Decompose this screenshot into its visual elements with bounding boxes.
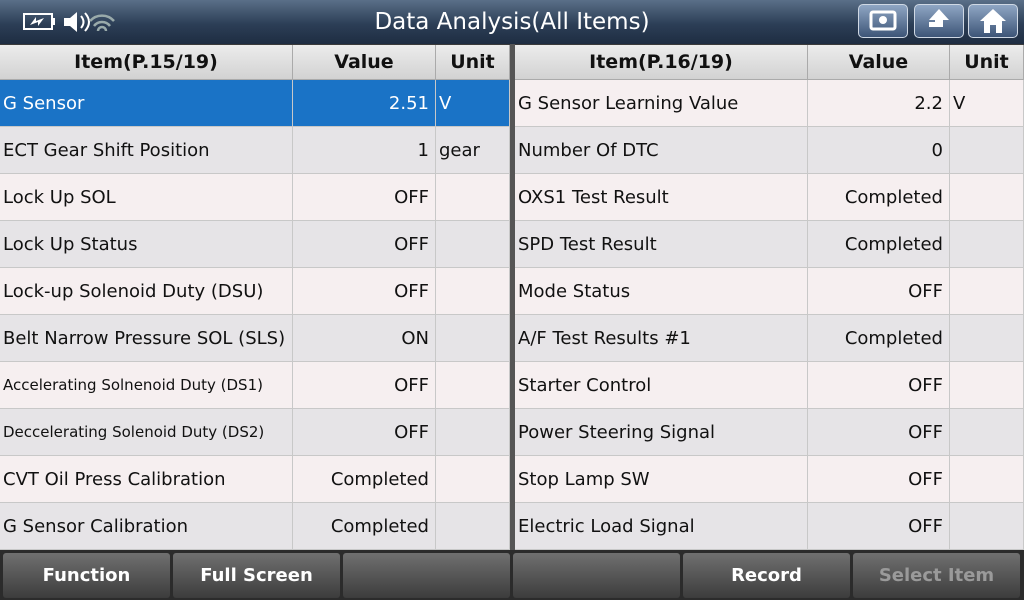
item-cell[interactable]: Starter Control: [515, 362, 808, 409]
value-cell: OFF: [293, 362, 436, 409]
item-cell[interactable]: Electric Load Signal: [515, 503, 808, 550]
back-icon: [929, 9, 949, 27]
value-cell: OFF: [293, 221, 436, 268]
unit-cell: [950, 221, 1024, 268]
unit-cell: [436, 315, 510, 362]
column-header: Value: [293, 45, 436, 80]
value-cell: 1: [293, 127, 436, 174]
unit-cell: [436, 503, 510, 550]
unit-cell: [950, 409, 1024, 456]
unit-cell: [436, 456, 510, 503]
item-cell[interactable]: A/F Test Results #1: [515, 315, 808, 362]
unit-cell: [950, 127, 1024, 174]
item-cell[interactable]: G Sensor Learning Value: [515, 80, 808, 127]
value-cell: Completed: [293, 456, 436, 503]
screenshot-icon: [869, 10, 897, 31]
value-cell: 2.2: [808, 80, 950, 127]
back-button[interactable]: [914, 4, 964, 38]
unit-cell: V: [436, 80, 510, 127]
item-cell[interactable]: G Sensor Calibration: [0, 503, 293, 550]
unit-cell: V: [950, 80, 1024, 127]
unit-cell: [950, 315, 1024, 362]
item-cell[interactable]: G Sensor: [0, 80, 293, 127]
value-cell: OFF: [293, 174, 436, 221]
column-header: Unit: [950, 45, 1024, 80]
value-cell: Completed: [293, 503, 436, 550]
unit-cell: [436, 362, 510, 409]
select-item-button: Select Item: [853, 553, 1020, 598]
item-cell[interactable]: Accelerating Solnenoid Duty (DS1): [0, 362, 293, 409]
home-button[interactable]: [968, 4, 1018, 38]
screenshot-button[interactable]: [858, 4, 908, 38]
status-icons: [23, 12, 115, 32]
unit-cell: [950, 174, 1024, 221]
function-button[interactable]: Function: [3, 553, 170, 598]
value-cell: OFF: [808, 409, 950, 456]
column-header: Item(P.15/19): [0, 45, 293, 80]
item-cell[interactable]: Mode Status: [515, 268, 808, 315]
value-cell: Completed: [808, 315, 950, 362]
item-cell[interactable]: Deccelerating Solenoid Duty (DS2): [0, 409, 293, 456]
unit-cell: [950, 268, 1024, 315]
value-cell: OFF: [808, 456, 950, 503]
unit-cell: [436, 268, 510, 315]
item-cell[interactable]: Lock Up Status: [0, 221, 293, 268]
item-cell[interactable]: Belt Narrow Pressure SOL (SLS): [0, 315, 293, 362]
unit-cell: [436, 221, 510, 268]
empty-button[interactable]: [343, 553, 510, 598]
unit-cell: [436, 174, 510, 221]
item-cell[interactable]: SPD Test Result: [515, 221, 808, 268]
item-cell[interactable]: Number Of DTC: [515, 127, 808, 174]
value-cell: OFF: [808, 503, 950, 550]
value-cell: OFF: [808, 362, 950, 409]
divider: [510, 44, 515, 550]
empty-button[interactable]: [513, 553, 680, 598]
unit-cell: gear: [436, 127, 510, 174]
value-cell: Completed: [808, 221, 950, 268]
screen-title: Data Analysis(All Items): [374, 9, 650, 35]
full-screen-button[interactable]: Full Screen: [173, 553, 340, 598]
item-cell[interactable]: OXS1 Test Result: [515, 174, 808, 221]
column-header: Item(P.16/19): [515, 45, 808, 80]
unit-cell: [436, 409, 510, 456]
column-header: Value: [808, 45, 950, 80]
item-cell[interactable]: Lock Up SOL: [0, 174, 293, 221]
value-cell: OFF: [293, 268, 436, 315]
home-icon: [980, 9, 1006, 33]
column-header: Unit: [436, 45, 510, 80]
item-cell[interactable]: Stop Lamp SW: [515, 456, 808, 503]
item-cell[interactable]: Lock-up Solenoid Duty (DSU): [0, 268, 293, 315]
unit-cell: [950, 362, 1024, 409]
item-cell[interactable]: Power Steering Signal: [515, 409, 808, 456]
top-bar: Data Analysis(All Items): [0, 0, 1024, 44]
value-cell: OFF: [808, 268, 950, 315]
unit-cell: [950, 456, 1024, 503]
item-cell[interactable]: CVT Oil Press Calibration: [0, 456, 293, 503]
record-button[interactable]: Record: [683, 553, 850, 598]
value-cell: 2.51: [293, 80, 436, 127]
item-cell[interactable]: ECT Gear Shift Position: [0, 127, 293, 174]
value-cell: ON: [293, 315, 436, 362]
value-cell: OFF: [293, 409, 436, 456]
value-cell: Completed: [808, 174, 950, 221]
unit-cell: [950, 503, 1024, 550]
value-cell: 0: [808, 127, 950, 174]
